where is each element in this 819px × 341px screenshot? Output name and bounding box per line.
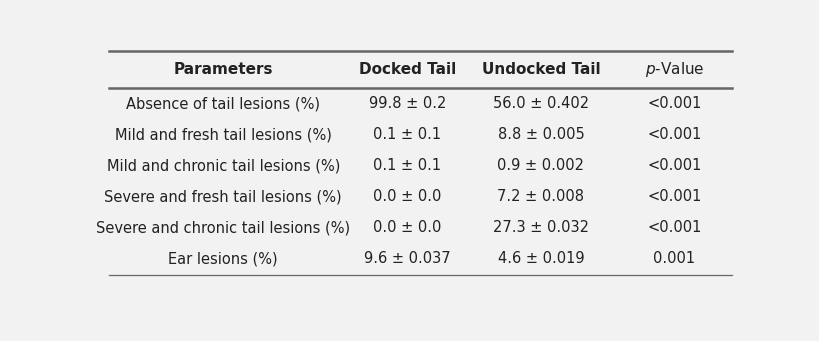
Text: <0.001: <0.001 <box>646 96 701 111</box>
Text: 27.3 ± 0.032: 27.3 ± 0.032 <box>492 220 588 235</box>
Text: <0.001: <0.001 <box>646 220 701 235</box>
Text: 0.0 ± 0.0: 0.0 ± 0.0 <box>373 220 441 235</box>
Text: 7.2 ± 0.008: 7.2 ± 0.008 <box>497 189 584 204</box>
Text: 0.9 ± 0.002: 0.9 ± 0.002 <box>497 158 584 173</box>
Text: 0.1 ± 0.1: 0.1 ± 0.1 <box>373 158 441 173</box>
Text: <0.001: <0.001 <box>646 127 701 142</box>
Text: Mild and chronic tail lesions (%): Mild and chronic tail lesions (%) <box>106 158 340 173</box>
Text: <0.001: <0.001 <box>646 189 701 204</box>
Text: Ear lesions (%): Ear lesions (%) <box>168 251 278 266</box>
Text: Severe and chronic tail lesions (%): Severe and chronic tail lesions (%) <box>96 220 350 235</box>
Text: Absence of tail lesions (%): Absence of tail lesions (%) <box>126 96 320 111</box>
Text: $\mathbf{\it{p}}$-Value: $\mathbf{\it{p}}$-Value <box>644 60 704 79</box>
Text: 0.0 ± 0.0: 0.0 ± 0.0 <box>373 189 441 204</box>
Text: <0.001: <0.001 <box>646 158 701 173</box>
Text: 99.8 ± 0.2: 99.8 ± 0.2 <box>369 96 446 111</box>
Text: 8.8 ± 0.005: 8.8 ± 0.005 <box>497 127 584 142</box>
Text: 56.0 ± 0.402: 56.0 ± 0.402 <box>492 96 588 111</box>
Text: Undocked Tail: Undocked Tail <box>481 62 600 77</box>
Text: 4.6 ± 0.019: 4.6 ± 0.019 <box>497 251 584 266</box>
Text: Docked Tail: Docked Tail <box>359 62 455 77</box>
Text: 0.1 ± 0.1: 0.1 ± 0.1 <box>373 127 441 142</box>
Text: Severe and fresh tail lesions (%): Severe and fresh tail lesions (%) <box>104 189 342 204</box>
Text: Parameters: Parameters <box>174 62 273 77</box>
Text: 9.6 ± 0.037: 9.6 ± 0.037 <box>364 251 450 266</box>
Text: Mild and fresh tail lesions (%): Mild and fresh tail lesions (%) <box>115 127 331 142</box>
Text: 0.001: 0.001 <box>653 251 695 266</box>
